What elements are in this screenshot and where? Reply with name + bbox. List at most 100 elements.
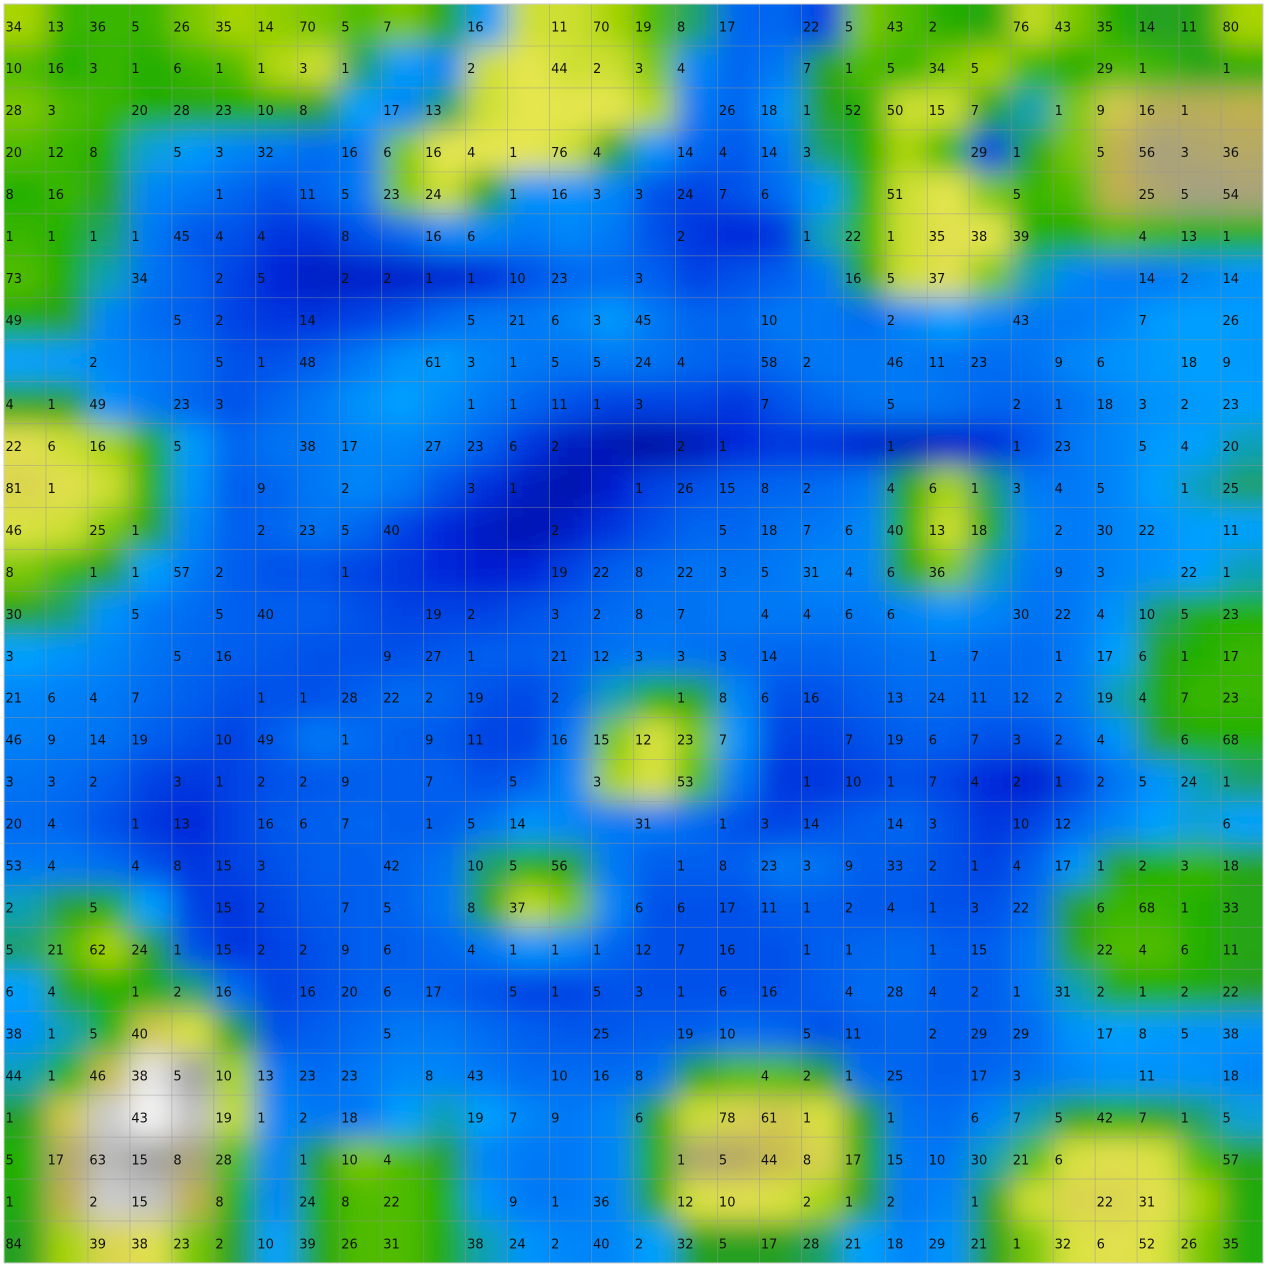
heatmap-cell <box>675 507 719 551</box>
heatmap-cell <box>675 633 719 677</box>
heatmap-cell <box>4 675 47 719</box>
cell-value-label: 73 <box>6 272 23 287</box>
heatmap-cell <box>297 801 341 845</box>
cell-value-label: 26 <box>1223 314 1240 329</box>
heatmap-cell <box>381 213 425 257</box>
cell-value-label: 21 <box>551 650 568 665</box>
cell-value-label: 1 <box>1139 986 1147 1001</box>
heatmap-cell <box>423 171 467 215</box>
heatmap-cell <box>129 969 173 1013</box>
heatmap-cell <box>591 591 635 635</box>
cell-value-label: 2 <box>635 1237 643 1252</box>
cell-value-label: 8 <box>635 566 643 581</box>
cell-value-label: 23 <box>1223 692 1240 707</box>
cell-value-label: 10 <box>257 1237 274 1252</box>
heatmap-cell <box>87 507 131 551</box>
heatmap-cell <box>675 591 719 635</box>
heatmap-cell <box>969 801 1013 845</box>
cell-value-label: 9 <box>1055 356 1063 371</box>
heatmap-cell <box>381 129 425 173</box>
heatmap-cell <box>675 675 719 719</box>
heatmap-cell <box>339 171 383 215</box>
heatmap-cell <box>1179 1011 1223 1055</box>
heatmap-cell <box>591 423 635 467</box>
heatmap-cell <box>843 465 887 509</box>
heatmap-cell <box>213 885 257 929</box>
heatmap-cell <box>87 465 131 509</box>
heatmap-cell <box>45 675 89 719</box>
heatmap-cell <box>885 87 929 131</box>
cell-value-label: 5 <box>971 62 979 77</box>
cell-value-label: 49 <box>89 398 106 413</box>
cell-value-label: 1 <box>1181 104 1189 119</box>
cell-value-label: 4 <box>131 860 139 875</box>
heatmap-cell <box>843 549 887 593</box>
cell-value-label: 13 <box>173 818 190 833</box>
heatmap-cell <box>1179 549 1223 593</box>
heatmap-cell <box>1011 633 1055 677</box>
heatmap-cell <box>1095 423 1139 467</box>
heatmap-cell <box>675 1053 719 1097</box>
heatmap-cell <box>969 1137 1013 1181</box>
heatmap-cell <box>1179 927 1223 971</box>
cell-value-label: 14 <box>803 818 820 833</box>
cell-value-label: 3 <box>1013 1069 1021 1084</box>
heatmap-cell <box>255 171 299 215</box>
cell-value-label: 6 <box>1097 902 1105 917</box>
heatmap-cell <box>213 213 257 257</box>
heatmap-cell <box>297 381 341 425</box>
heatmap-cell <box>969 675 1013 719</box>
heatmap-cell <box>1095 465 1139 509</box>
heatmap-cell <box>507 591 551 635</box>
heatmap-cell <box>339 45 383 89</box>
cell-value-label: 19 <box>677 1027 694 1042</box>
heatmap-cell <box>633 213 677 257</box>
heatmap-cell <box>171 255 215 299</box>
heatmap-cell <box>339 675 383 719</box>
heatmap-cell <box>339 255 383 299</box>
cell-value-label: 43 <box>1055 20 1072 35</box>
heatmap-cell <box>297 969 341 1013</box>
heatmap-cell <box>969 549 1013 593</box>
heatmap-cell <box>885 255 929 299</box>
cell-value-label: 46 <box>6 734 23 749</box>
cell-value-label: 43 <box>131 1111 148 1126</box>
cell-value-label: 39 <box>1013 230 1030 245</box>
heatmap-cell <box>423 1011 467 1055</box>
heatmap-cell <box>4 1179 47 1223</box>
heatmap-cell <box>843 423 887 467</box>
heatmap-cell <box>45 801 89 845</box>
heatmap-cell <box>1053 675 1097 719</box>
heatmap-cell <box>423 717 467 761</box>
heatmap-cell <box>129 675 173 719</box>
heatmap-cell <box>339 717 383 761</box>
cell-value-label: 1 <box>509 398 517 413</box>
cell-value-label: 6 <box>887 608 895 623</box>
heatmap-cell <box>1221 1137 1263 1181</box>
cell-value-label: 5 <box>215 608 223 623</box>
heatmap-cell <box>1053 465 1097 509</box>
heatmap-cell <box>1011 843 1055 887</box>
heatmap-cell <box>339 885 383 929</box>
cell-value-label: 58 <box>761 356 778 371</box>
heatmap-cell <box>381 801 425 845</box>
heatmap-cell <box>633 423 677 467</box>
cell-value-label: 1 <box>1181 902 1189 917</box>
cell-value-label: 7 <box>971 104 979 119</box>
heatmap-cell <box>843 45 887 89</box>
cell-value-label: 6 <box>1181 944 1189 959</box>
heatmap-cell <box>1137 675 1181 719</box>
heatmap-cell <box>507 129 551 173</box>
cell-value-label: 1 <box>593 398 601 413</box>
cell-value-label: 1 <box>719 818 727 833</box>
heatmap-cell <box>255 969 299 1013</box>
heatmap-cell <box>507 969 551 1013</box>
cell-value-label: 2 <box>341 272 349 287</box>
heatmap-cell <box>969 1221 1013 1263</box>
heatmap-cell <box>171 381 215 425</box>
cell-value-label: 7 <box>1139 314 1147 329</box>
cell-value-label: 25 <box>1223 482 1240 497</box>
heatmap-cell <box>255 591 299 635</box>
cell-value-label: 22 <box>6 440 23 455</box>
heatmap-cell <box>1221 381 1263 425</box>
